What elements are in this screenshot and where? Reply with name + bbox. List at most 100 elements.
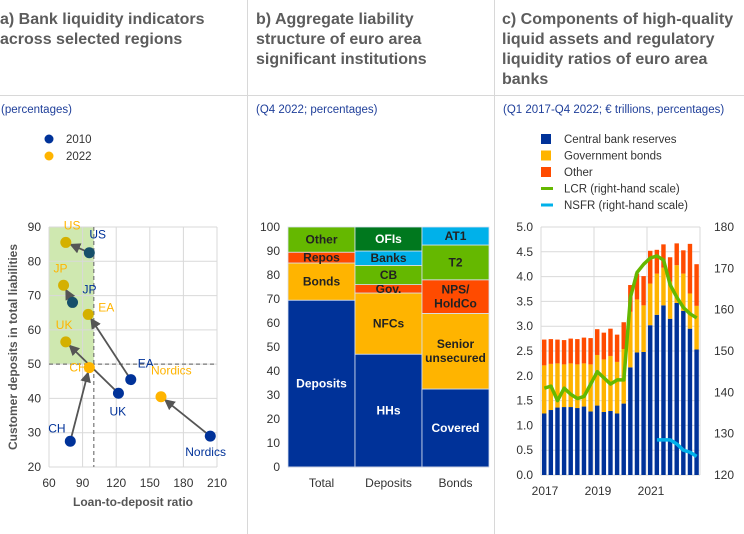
bar-segment bbox=[661, 305, 666, 475]
bar-segment bbox=[681, 250, 686, 274]
bar-segment bbox=[548, 410, 554, 475]
panel-b-subtitle: (Q4 2022; percentages) bbox=[256, 104, 378, 116]
y-tick-label: 80 bbox=[28, 254, 42, 268]
bar-segment bbox=[634, 299, 640, 353]
y-tick-label: 30 bbox=[267, 388, 281, 402]
y-tick-label: 2.0 bbox=[516, 369, 533, 383]
y-tick-label: 40 bbox=[28, 391, 42, 405]
nsfr-line bbox=[656, 438, 698, 458]
legend-swatch bbox=[541, 134, 551, 144]
x-tick-label: 2017 bbox=[532, 484, 559, 498]
bar-segment bbox=[674, 243, 679, 266]
bar-segment bbox=[581, 363, 587, 407]
point-label-2022: CH bbox=[69, 361, 86, 375]
y-tick-label: 0.5 bbox=[516, 443, 533, 457]
x-tick-label: 2019 bbox=[585, 484, 612, 498]
y-tick-label: 3.5 bbox=[516, 294, 533, 308]
y-tick-label: 80 bbox=[267, 268, 281, 282]
bar-segment bbox=[694, 349, 699, 475]
bar-segment bbox=[694, 305, 699, 350]
title-line: across selected regions bbox=[0, 31, 183, 48]
y-tick-label: 30 bbox=[28, 426, 42, 440]
bar-segment bbox=[608, 411, 613, 475]
y-tick-label: 1.0 bbox=[516, 418, 533, 432]
y-tick-label: 0.0 bbox=[516, 468, 533, 482]
bar-segment bbox=[595, 354, 600, 406]
bar-segment bbox=[621, 322, 626, 350]
segment-label: Senior bbox=[437, 337, 475, 351]
bar-segment bbox=[648, 283, 653, 326]
header-divider bbox=[0, 95, 744, 96]
x-tick-label: 150 bbox=[140, 476, 160, 490]
point-2010 bbox=[112, 387, 124, 399]
panel-c-subtitle: (Q1 2017-Q4 2022; € trillions, percentag… bbox=[503, 104, 725, 116]
legend-label: Central bank reserves bbox=[564, 134, 677, 146]
x-tick-label: 180 bbox=[173, 476, 193, 490]
segment-label: T2 bbox=[448, 255, 462, 269]
point-label-2010: CH bbox=[48, 421, 65, 435]
bar-segment bbox=[634, 352, 640, 475]
legend-label: 2022 bbox=[66, 151, 92, 163]
y-tick-label: 1.5 bbox=[516, 394, 533, 408]
panel-b-title: b) Aggregate liability structure of euro… bbox=[256, 10, 427, 70]
stack-segment bbox=[354, 353, 423, 468]
bar-segment bbox=[614, 413, 620, 475]
y-axis-title: Customer deposits in total liabilities bbox=[6, 244, 20, 450]
y-tick-label: 4.0 bbox=[516, 270, 533, 284]
y-tick-label: 5.0 bbox=[516, 220, 533, 234]
point-label-2022: JP bbox=[54, 261, 68, 275]
lcr-line bbox=[543, 254, 698, 403]
bar-segment bbox=[641, 351, 646, 475]
title-line: significant institutions bbox=[256, 51, 427, 68]
bar-segment bbox=[641, 305, 646, 352]
bar-segment bbox=[601, 359, 607, 413]
bar-segment bbox=[634, 273, 640, 300]
segment-label: OFIs bbox=[375, 232, 402, 246]
panel-divider bbox=[247, 0, 248, 534]
title-line: liquid assets and regulatory bbox=[502, 31, 715, 48]
point-2010 bbox=[64, 435, 76, 447]
segment-label: Banks bbox=[370, 251, 406, 265]
bar-segment bbox=[595, 329, 600, 355]
bar-segment bbox=[667, 318, 673, 475]
segment-label: NPS/ bbox=[441, 283, 470, 297]
x-tick-label: 90 bbox=[76, 476, 90, 490]
bar-segment bbox=[694, 264, 699, 306]
legend-swatch bbox=[541, 167, 551, 177]
legend-marker bbox=[44, 134, 54, 144]
x-tick-label: 2021 bbox=[638, 484, 665, 498]
stack-segment bbox=[421, 312, 490, 390]
point-2010 bbox=[125, 374, 137, 386]
y2-tick-label: 140 bbox=[714, 385, 734, 399]
bar-segment bbox=[674, 302, 679, 475]
point-2022 bbox=[83, 362, 95, 374]
y-tick-label: 40 bbox=[267, 364, 281, 378]
change-arrow bbox=[164, 399, 211, 437]
x-tick-label: 210 bbox=[207, 476, 227, 490]
segment-label: CB bbox=[380, 268, 398, 282]
bar-segment bbox=[614, 361, 620, 414]
bar-segment bbox=[548, 339, 554, 364]
y-tick-label: 0 bbox=[273, 460, 280, 474]
y-tick-label: 50 bbox=[267, 340, 281, 354]
y-tick-label: 100 bbox=[260, 220, 280, 234]
y2-tick-label: 160 bbox=[714, 303, 734, 317]
y-tick-label: 60 bbox=[267, 316, 281, 330]
y2-tick-label: 180 bbox=[714, 220, 734, 234]
stack-segment bbox=[287, 299, 356, 468]
bar-segment bbox=[648, 325, 653, 475]
bar-segment bbox=[641, 276, 646, 306]
bar-segment bbox=[667, 257, 673, 282]
legend-label: LCR (right-hand scale) bbox=[564, 184, 680, 196]
y-tick-label: 2.5 bbox=[516, 344, 533, 358]
panel-divider bbox=[494, 0, 495, 534]
panel-c-title: c) Components of high-quality liquid ass… bbox=[502, 10, 733, 90]
y-tick-label: 70 bbox=[267, 292, 281, 306]
title-line: banks bbox=[502, 71, 549, 88]
y2-tick-label: 120 bbox=[714, 468, 734, 482]
x-tick-label: 60 bbox=[42, 476, 56, 490]
stack-segment bbox=[354, 226, 423, 252]
bar-segment bbox=[555, 339, 560, 364]
legend-label: 2010 bbox=[66, 134, 92, 146]
bar-segment bbox=[628, 311, 633, 368]
